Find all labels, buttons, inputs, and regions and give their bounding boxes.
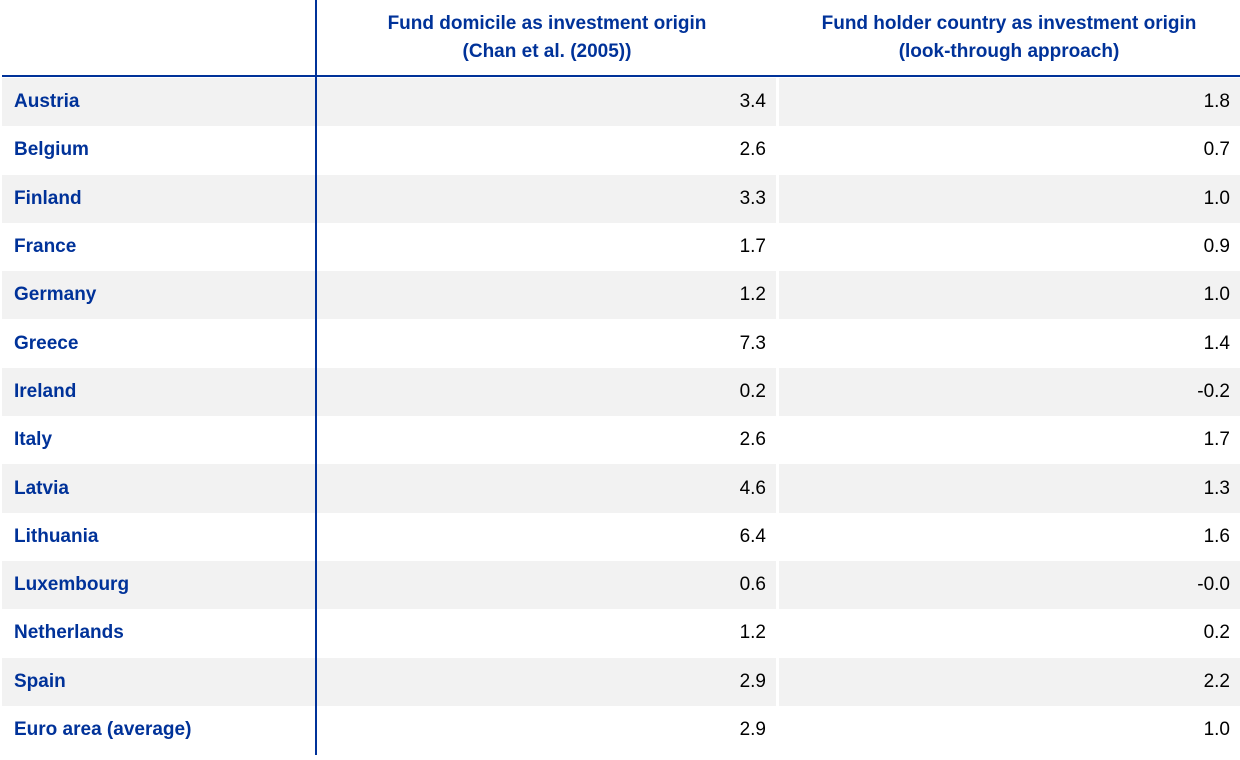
cell-value: 6.4 — [739, 525, 766, 547]
cell-value: 1.6 — [1203, 525, 1230, 547]
row-label: Ireland — [2, 367, 316, 417]
cell-value: 2.9 — [317, 657, 776, 706]
cell-value: 1.3 — [779, 464, 1240, 513]
cell-value: 0.6 — [317, 561, 776, 610]
cell-value: 1.7 — [739, 236, 766, 258]
row-label: Lithuania — [14, 525, 99, 547]
row-label: Finland — [2, 174, 316, 223]
cell-value: 2.9 — [739, 719, 766, 741]
column-header: Fund holder country as investment origin… — [821, 13, 1197, 62]
cell-value: 1.0 — [779, 174, 1240, 223]
cell-value: 0.9 — [1203, 236, 1230, 258]
column-rule — [315, 0, 317, 755]
cell-value: 3.3 — [317, 174, 776, 223]
cell-value: 1.2 — [317, 271, 776, 320]
cell-value: 1.2 — [739, 622, 766, 644]
cell-value: 0.2 — [317, 367, 776, 417]
cell-value: 1.8 — [779, 78, 1240, 127]
cell-value: 1.0 — [1203, 719, 1230, 741]
cell-value: 2.6 — [739, 429, 766, 451]
row-label: Luxembourg — [2, 561, 316, 610]
column-header: Fund domicile as investment origin (Chan… — [387, 13, 707, 62]
row-label: Germany — [2, 271, 316, 320]
cell-value: -0.2 — [779, 367, 1240, 417]
cell-value: 1.4 — [1203, 332, 1230, 354]
cell-value: 0.2 — [1203, 622, 1230, 644]
cell-value: 3.4 — [317, 78, 776, 127]
row-label: Latvia — [2, 464, 316, 513]
row-label: Austria — [2, 78, 316, 127]
row-label: Spain — [2, 657, 316, 706]
cell-value: 4.6 — [317, 464, 776, 513]
row-label: Greece — [14, 332, 79, 354]
header-rule — [2, 75, 1240, 77]
cell-value: 1.7 — [1203, 429, 1230, 451]
cell-value: 2.6 — [739, 139, 766, 161]
row-label: Italy — [14, 429, 53, 451]
cell-value: 7.3 — [739, 332, 766, 354]
row-label: Netherlands — [14, 622, 124, 644]
cell-value: 1.0 — [779, 271, 1240, 320]
cell-value: -0.0 — [779, 561, 1240, 610]
row-label: Belgium — [14, 139, 89, 161]
row-label: Euro area (average) — [14, 719, 192, 741]
row-label: France — [14, 236, 77, 258]
cell-value: 0.7 — [1203, 139, 1230, 161]
cell-value: 2.2 — [779, 657, 1240, 706]
